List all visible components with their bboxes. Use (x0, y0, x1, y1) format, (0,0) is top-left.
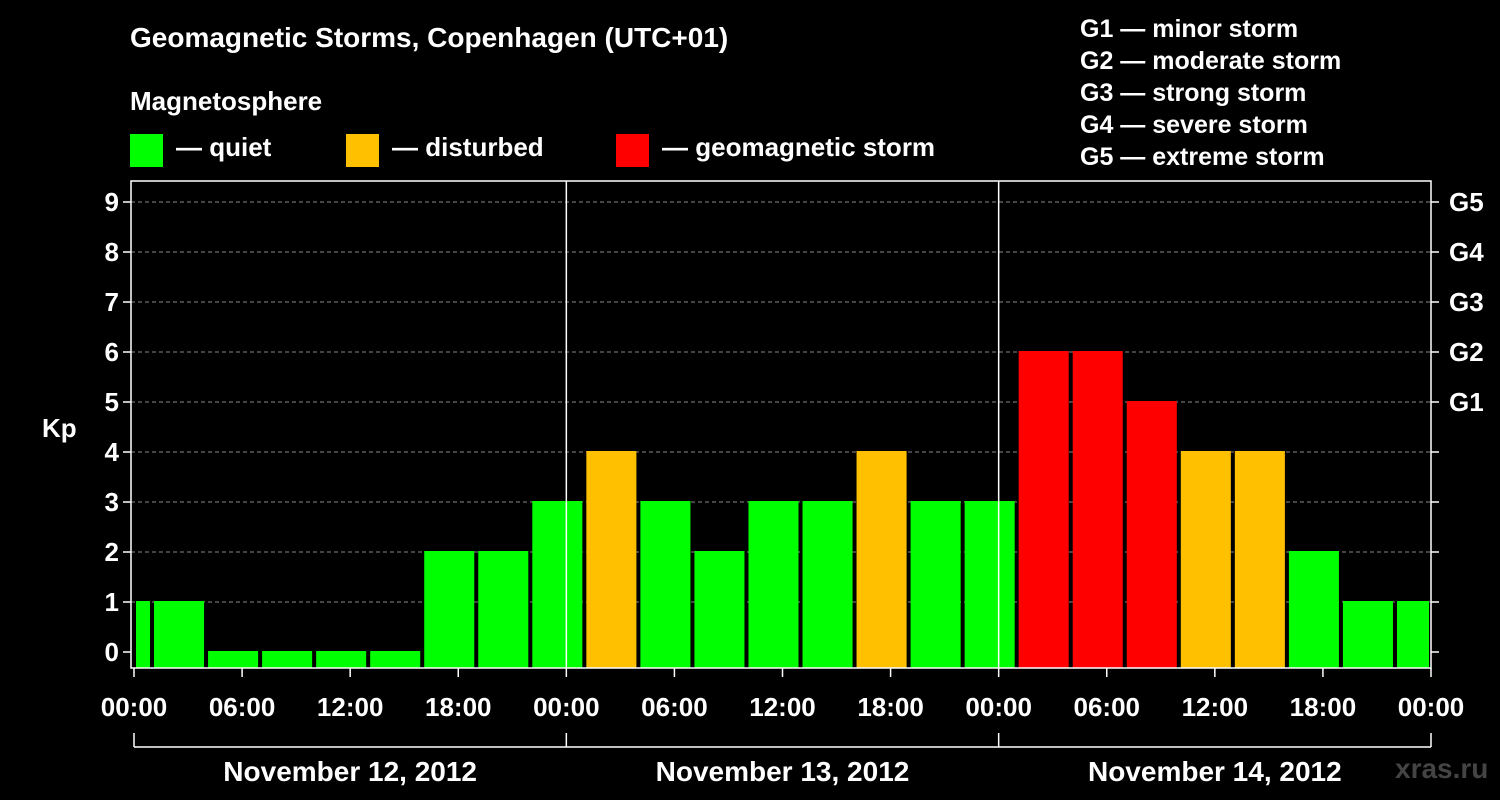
legend-label-disturbed: — disturbed (392, 132, 544, 162)
kp-bar (1342, 601, 1393, 668)
kp-bar (208, 651, 259, 668)
x-tick-label: 00:00 (1398, 692, 1465, 722)
kp-bar (1234, 451, 1285, 668)
storm-scale-g1: G1 — minor storm (1080, 15, 1299, 43)
x-tick-label: 18:00 (857, 692, 924, 722)
y-tick-label: 3 (105, 487, 119, 517)
x-tick-label: 12:00 (749, 692, 816, 722)
kp-bar (1180, 451, 1231, 668)
kp-bar (1018, 351, 1069, 668)
x-tick-label: 18:00 (1290, 692, 1357, 722)
kp-bar (154, 601, 205, 668)
plot-frame (130, 180, 1432, 669)
storm-scale-g2: G2 — moderate storm (1080, 47, 1342, 75)
legend-label-storm: — geomagnetic storm (662, 132, 936, 162)
kp-bar (262, 651, 313, 668)
day-label: November 13, 2012 (656, 756, 910, 787)
x-tick-label: 06:00 (1074, 692, 1141, 722)
kp-bar (910, 501, 961, 668)
x-tick-label: 12:00 (317, 692, 384, 722)
watermark: xras.ru (1395, 753, 1489, 784)
g-scale-label: G5 (1449, 187, 1484, 217)
legend-swatch-storm (616, 134, 649, 167)
legend-label-quiet: — quiet (176, 132, 272, 162)
kp-bar (424, 551, 475, 668)
day-label: November 12, 2012 (223, 756, 477, 787)
kp-bar (136, 601, 151, 668)
kp-bar (316, 651, 367, 668)
y-tick-label: 5 (105, 387, 119, 417)
legend-swatch-disturbed (346, 134, 379, 167)
x-tick-label: 06:00 (209, 692, 276, 722)
kp-bar (1126, 401, 1177, 668)
kp-bar (1396, 601, 1429, 668)
y-tick-label: 1 (105, 587, 119, 617)
x-tick-label: 00:00 (101, 692, 168, 722)
y-tick-label: 0 (105, 637, 119, 667)
y-tick-label: 4 (105, 437, 120, 467)
y-tick-label: 6 (105, 337, 119, 367)
kp-bar (694, 551, 745, 668)
x-tick-label: 06:00 (641, 692, 708, 722)
g-scale-label: G1 (1449, 387, 1484, 417)
storm-scale-g5: G5 — extreme storm (1080, 143, 1325, 171)
g-scale-label: G2 (1449, 337, 1484, 367)
y-tick-label: 2 (105, 537, 119, 567)
y-tick-label: 9 (105, 187, 119, 217)
chart-title: Geomagnetic Storms, Copenhagen (UTC+01) (130, 22, 729, 53)
kp-bar (856, 451, 907, 668)
kp-bar (964, 501, 1015, 668)
day-label: November 14, 2012 (1088, 756, 1342, 787)
kp-bar (1288, 551, 1339, 668)
kp-bar (748, 501, 799, 668)
y-tick-label: 8 (105, 237, 119, 267)
kp-bar (1072, 351, 1123, 668)
y-axis-title: Kp (42, 413, 77, 443)
kp-bar (640, 501, 691, 668)
y-tick-label: 7 (105, 287, 119, 317)
g-scale-label: G4 (1449, 237, 1484, 267)
kp-bar (586, 451, 637, 668)
kp-bar (478, 551, 529, 668)
magnetosphere-heading: Magnetosphere (130, 86, 323, 116)
kp-bar (802, 501, 853, 668)
x-tick-label: 00:00 (533, 692, 600, 722)
x-tick-label: 00:00 (965, 692, 1032, 722)
storm-scale-g3: G3 — strong storm (1080, 79, 1307, 107)
kp-bar (532, 501, 583, 668)
kp-bar (370, 651, 421, 668)
x-tick-label: 12:00 (1182, 692, 1249, 722)
storm-scale-g4: G4 — severe storm (1080, 111, 1308, 139)
x-tick-label: 18:00 (425, 692, 492, 722)
legend-swatch-quiet (130, 134, 163, 167)
g-scale-label: G3 (1449, 287, 1484, 317)
